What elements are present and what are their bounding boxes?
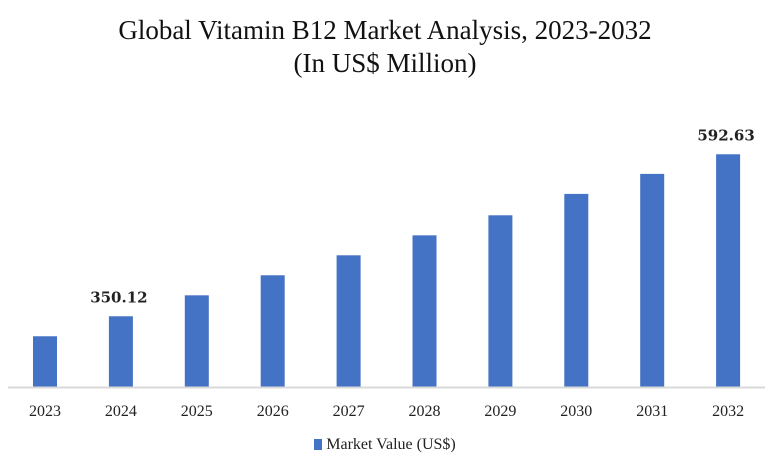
legend-swatch bbox=[314, 439, 323, 450]
legend-label: Market Value (US$) bbox=[326, 436, 456, 453]
x-tick-label: 2031 bbox=[636, 403, 668, 420]
x-tick-label: 2027 bbox=[333, 403, 365, 420]
bar-2028 bbox=[412, 235, 437, 387]
data-label: 592.63 bbox=[697, 126, 754, 144]
x-tick-label: 2026 bbox=[257, 403, 289, 420]
bar-2029 bbox=[488, 215, 513, 387]
bar-2025 bbox=[184, 295, 209, 387]
x-tick-label: 2029 bbox=[484, 403, 516, 420]
data-label: 350.12 bbox=[90, 288, 147, 306]
chart-title-line: Global Vitamin B12 Market Analysis, 2023… bbox=[118, 15, 652, 45]
x-tick-label: 2032 bbox=[712, 403, 744, 420]
x-tick-label: 2028 bbox=[409, 403, 441, 420]
x-tick-label: 2024 bbox=[105, 403, 137, 420]
chart-subtitle: (In US$ Million) bbox=[293, 48, 477, 78]
legend: Market Value (US$) bbox=[0, 436, 770, 454]
bar-2031 bbox=[640, 173, 665, 387]
bar-2032 bbox=[716, 154, 741, 387]
bar-2027 bbox=[336, 255, 361, 387]
chart-title: Global Vitamin B12 Market Analysis, 2023… bbox=[0, 14, 770, 80]
x-tick-label: 2030 bbox=[560, 403, 592, 420]
bar-2023 bbox=[33, 336, 57, 387]
bar-2026 bbox=[260, 275, 285, 387]
bar-2030 bbox=[564, 193, 589, 387]
x-tick-label: 2025 bbox=[181, 403, 213, 420]
bar-2024 bbox=[108, 316, 133, 387]
x-tick-label: 2023 bbox=[29, 403, 61, 420]
